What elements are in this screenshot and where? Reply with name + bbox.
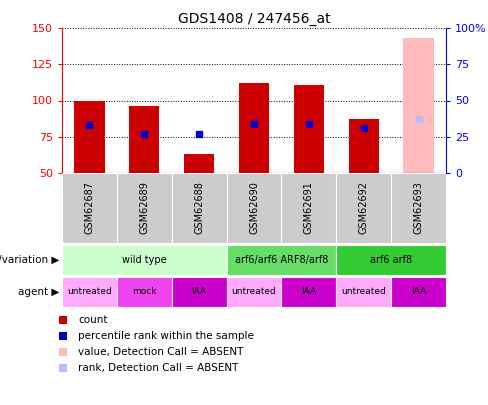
Bar (62, 173, 117, 243)
Bar (391, 173, 446, 243)
Text: rank, Detection Call = ABSENT: rank, Detection Call = ABSENT (78, 363, 239, 373)
Bar (226, 173, 282, 243)
Text: IAA: IAA (411, 288, 426, 296)
Text: percentile rank within the sample: percentile rank within the sample (78, 331, 254, 341)
Text: arf6/arf6 ARF8/arf8: arf6/arf6 ARF8/arf8 (235, 255, 328, 265)
Bar (336, 277, 391, 307)
Text: GSM62692: GSM62692 (359, 181, 369, 234)
Bar (226, 245, 336, 275)
Text: untreated: untreated (341, 288, 386, 296)
Bar (117, 277, 172, 307)
Text: IAA: IAA (192, 288, 207, 296)
Text: GSM62693: GSM62693 (413, 181, 424, 234)
Bar (336, 245, 446, 275)
Bar (391, 277, 446, 307)
Bar (336, 173, 391, 243)
Text: count: count (78, 315, 107, 325)
Text: genotype/variation ▶: genotype/variation ▶ (0, 255, 60, 265)
Bar (348, 119, 379, 173)
Bar (184, 154, 214, 173)
Bar (117, 173, 172, 243)
Bar (62, 245, 226, 275)
Text: agent ▶: agent ▶ (18, 287, 60, 297)
Text: value, Detection Call = ABSENT: value, Detection Call = ABSENT (78, 347, 244, 357)
Bar (62, 277, 117, 307)
Text: GSM62688: GSM62688 (194, 181, 204, 234)
Text: GSM62687: GSM62687 (84, 181, 95, 234)
Text: IAA: IAA (301, 288, 316, 296)
Text: GSM62690: GSM62690 (249, 181, 259, 234)
Text: GSM62691: GSM62691 (304, 181, 314, 234)
Bar (129, 106, 160, 173)
Bar (172, 277, 226, 307)
Text: untreated: untreated (232, 288, 276, 296)
Bar (294, 85, 324, 173)
Bar (239, 83, 269, 173)
Bar (282, 173, 336, 243)
Text: wild type: wild type (122, 255, 166, 265)
Bar (226, 277, 282, 307)
Bar (172, 173, 226, 243)
Text: untreated: untreated (67, 288, 112, 296)
Bar (282, 277, 336, 307)
Bar (404, 38, 434, 173)
Bar (74, 100, 104, 173)
Text: GSM62689: GSM62689 (139, 181, 149, 234)
Title: GDS1408 / 247456_at: GDS1408 / 247456_at (178, 12, 330, 26)
Text: arf6 arf8: arf6 arf8 (370, 255, 412, 265)
Text: mock: mock (132, 288, 157, 296)
